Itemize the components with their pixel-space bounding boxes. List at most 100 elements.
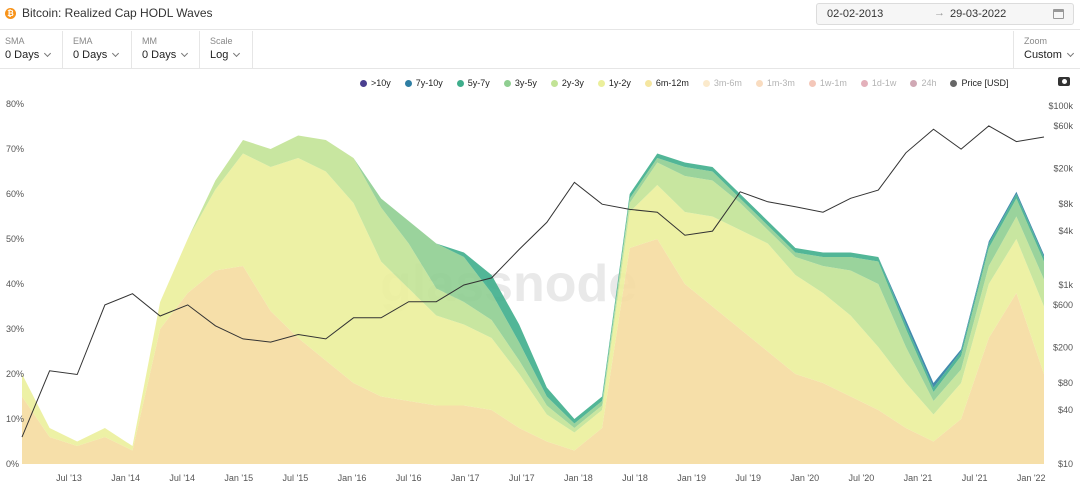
legend-label: 5y-7y bbox=[467, 78, 490, 88]
area-series-1y-2y bbox=[22, 153, 1044, 451]
y-right-tick-label: $40 bbox=[1058, 405, 1073, 415]
legend-dot-icon bbox=[755, 79, 763, 87]
y-left-tick-label: 0% bbox=[6, 459, 19, 469]
x-tick-label: Jul '18 bbox=[622, 473, 648, 483]
x-tick-label: Jan '18 bbox=[564, 473, 593, 483]
x-tick-label: Jul '16 bbox=[396, 473, 422, 483]
legend-label: 1w-1m bbox=[819, 78, 847, 88]
y-right-tick-label: $20k bbox=[1053, 164, 1073, 174]
x-tick-label: Jul '20 bbox=[849, 473, 875, 483]
area-layers bbox=[22, 135, 1044, 464]
date-range-picker[interactable]: 02-02-2013 → 29-03-2022 bbox=[816, 3, 1074, 25]
legend-label: 1y-2y bbox=[608, 78, 631, 88]
price-line bbox=[21, 125, 1045, 438]
controls-bar: SMA 0 Days EMA 0 Days MM 0 Days Scale Lo… bbox=[0, 31, 1080, 69]
legend-label: 3m-6m bbox=[713, 78, 742, 88]
legend-label: 24h bbox=[921, 78, 937, 88]
legend-label: 1m-3m bbox=[766, 78, 795, 88]
y-right-tick-label: $100k bbox=[1048, 101, 1073, 111]
scale-select[interactable]: Scale Log bbox=[205, 31, 253, 69]
legend-item[interactable]: 5y-7y bbox=[456, 78, 490, 88]
x-tick-label: Jul '13 bbox=[56, 473, 82, 483]
x-tick-label: Jan '20 bbox=[790, 473, 819, 483]
legend-dot-icon bbox=[503, 79, 511, 87]
area-series-2y-3y bbox=[22, 135, 1044, 446]
y-left-tick-label: 70% bbox=[6, 144, 24, 154]
title-block: ₿ Bitcoin: Realized Cap HODL Waves bbox=[5, 6, 213, 20]
legend-item[interactable]: 1w-1m bbox=[808, 78, 847, 88]
chevron-down-icon bbox=[112, 49, 120, 58]
legend-dot-icon bbox=[702, 79, 710, 87]
camera-icon[interactable] bbox=[1058, 77, 1070, 86]
zoom-label: Zoom bbox=[1024, 36, 1048, 46]
x-tick-label: Jul '14 bbox=[169, 473, 195, 483]
x-tick-label: Jan '14 bbox=[111, 473, 140, 483]
legend-item[interactable]: >10y bbox=[360, 78, 391, 88]
chart-title: Bitcoin: Realized Cap HODL Waves bbox=[22, 6, 213, 20]
legend-label: 7y-10y bbox=[415, 78, 443, 88]
chart-header: ₿ Bitcoin: Realized Cap HODL Waves 02-02… bbox=[0, 0, 1080, 30]
chevron-down-icon bbox=[1066, 49, 1074, 58]
legend-dot-icon bbox=[550, 79, 558, 87]
y-right-tick-label: $200 bbox=[1053, 343, 1073, 353]
y-right-tick-label: $10 bbox=[1058, 459, 1073, 469]
x-tick-label: Jul '15 bbox=[283, 473, 309, 483]
price-line-layer bbox=[21, 125, 1045, 438]
x-tick-label: Jan '17 bbox=[451, 473, 480, 483]
x-axis: Jul '13 Jan '14 Jul '14 Jan '15 Jul '15 Jan '… bbox=[56, 473, 1045, 483]
y-right-tick-label: $60k bbox=[1053, 121, 1073, 131]
ema-value[interactable]: 0 Days bbox=[73, 49, 120, 61]
legend-label: >10y bbox=[371, 78, 391, 88]
legend-item[interactable]: 24h bbox=[910, 78, 936, 88]
calendar-icon[interactable] bbox=[1053, 9, 1064, 19]
x-tick-label: Jan '16 bbox=[338, 473, 367, 483]
y-right-tick-label: $600 bbox=[1053, 300, 1073, 310]
legend-item[interactable]: 6m-12m bbox=[644, 78, 689, 88]
scale-value[interactable]: Log bbox=[210, 49, 241, 61]
legend-item[interactable]: 7y-10y bbox=[404, 78, 443, 88]
legend-dot-icon bbox=[860, 79, 868, 87]
y-left-tick-label: 80% bbox=[6, 99, 24, 109]
legend-dot-icon bbox=[597, 79, 605, 87]
zoom-value[interactable]: Custom bbox=[1024, 49, 1074, 61]
legend-dot-icon bbox=[456, 79, 464, 87]
legend-dot-icon bbox=[644, 79, 652, 87]
legend-item[interactable]: 3y-5y bbox=[503, 78, 537, 88]
date-to[interactable]: 29-03-2022 bbox=[950, 8, 1007, 20]
x-tick-label: Jan '19 bbox=[677, 473, 706, 483]
legend-label: 2y-3y bbox=[561, 78, 584, 88]
scale-label: Scale bbox=[210, 36, 233, 46]
legend-item[interactable]: 2y-3y bbox=[550, 78, 584, 88]
sma-value[interactable]: 0 Days bbox=[5, 49, 52, 61]
legend-item[interactable]: 1m-3m bbox=[755, 78, 795, 88]
mm-label: MM bbox=[142, 36, 157, 46]
legend-dot-icon bbox=[950, 79, 958, 87]
legend-dot-icon bbox=[360, 79, 367, 87]
mm-select[interactable]: MM 0 Days bbox=[137, 31, 200, 69]
chevron-down-icon bbox=[233, 49, 241, 58]
y-right-tick-label: $1k bbox=[1058, 280, 1073, 290]
y-left-tick-label: 20% bbox=[6, 369, 24, 379]
ema-label: EMA bbox=[73, 36, 93, 46]
legend-label: 6m-12m bbox=[655, 78, 689, 88]
hodl-waves-chart: glassnode 0%10%20%30%40%50%60%70%80% $10… bbox=[6, 99, 1073, 483]
date-from[interactable]: 02-02-2013 bbox=[827, 8, 884, 20]
legend-item[interactable]: 1d-1w bbox=[860, 78, 896, 88]
mm-value[interactable]: 0 Days bbox=[142, 49, 189, 61]
legend-item[interactable]: 1y-2y bbox=[597, 78, 631, 88]
chevron-down-icon bbox=[44, 49, 52, 58]
sma-select[interactable]: SMA 0 Days bbox=[0, 31, 63, 69]
chart-legend: >10y 7y-10y 5y-7y 3y-5y 2y-3y 1y-2y 6m-12m 3m-6… bbox=[360, 76, 1022, 90]
legend-item[interactable]: 3m-6m bbox=[702, 78, 742, 88]
y-left-tick-label: 50% bbox=[6, 234, 24, 244]
y-axis-right: $10 $40 $80 $200 $600 $1k $4k $8k $20k $60k $100k bbox=[1048, 101, 1073, 469]
legend-item[interactable]: Price [USD] bbox=[950, 78, 1008, 88]
zoom-select[interactable]: Zoom Custom bbox=[1013, 31, 1080, 69]
legend-label: Price [USD] bbox=[961, 78, 1009, 88]
legend-dot-icon bbox=[910, 79, 918, 87]
x-tick-label: Jul '17 bbox=[509, 473, 535, 483]
y-left-tick-label: 40% bbox=[6, 279, 24, 289]
y-axis-left: 0% 10% 20% 30% 40% 50% 60% 70% 80% bbox=[6, 99, 24, 469]
y-right-tick-label: $4k bbox=[1058, 226, 1073, 236]
ema-select[interactable]: EMA 0 Days bbox=[68, 31, 132, 69]
